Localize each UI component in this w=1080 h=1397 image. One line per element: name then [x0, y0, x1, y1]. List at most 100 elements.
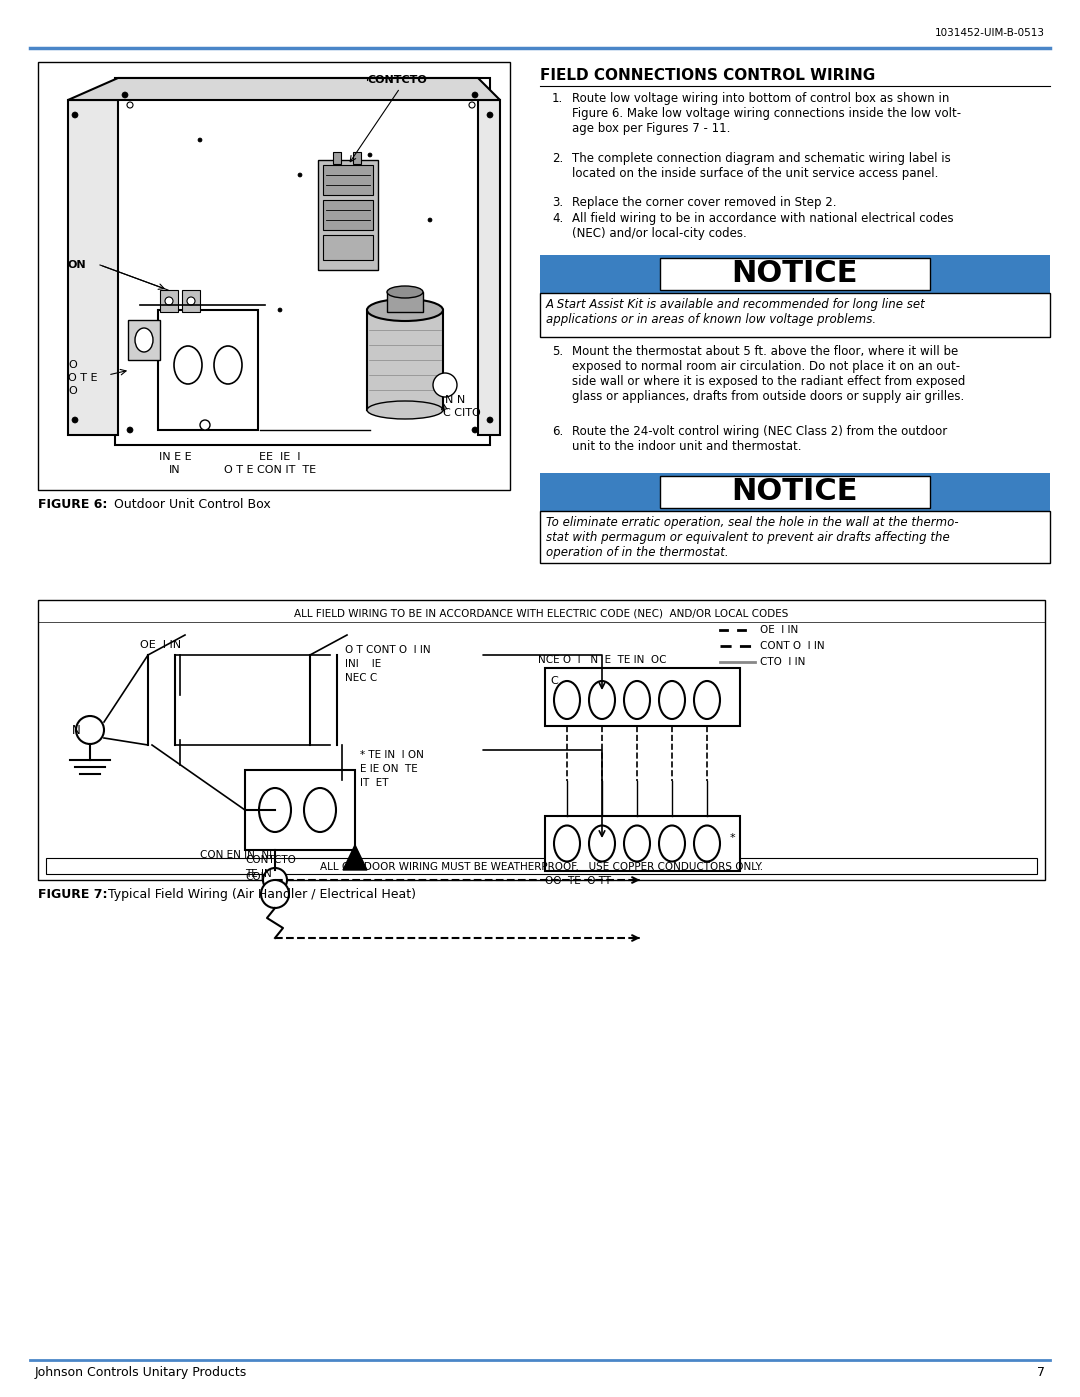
Text: O T CONT O  I IN: O T CONT O I IN: [345, 645, 431, 655]
Text: C CITO: C CITO: [443, 408, 481, 418]
Polygon shape: [68, 78, 500, 101]
Bar: [323, 165, 373, 196]
Circle shape: [487, 416, 492, 423]
Bar: [68, 101, 118, 434]
Bar: [660, 258, 930, 291]
Ellipse shape: [624, 680, 650, 719]
Text: ALL FIELD WIRING TO BE IN ACCORDANCE WITH ELECTRIC CODE (NEC)  AND/OR LOCAL CODE: ALL FIELD WIRING TO BE IN ACCORDANCE WIT…: [295, 608, 788, 617]
Circle shape: [469, 102, 475, 108]
Bar: [540, 511, 1050, 563]
Text: O T E CON IT  TE: O T E CON IT TE: [224, 465, 316, 475]
Bar: [129, 320, 160, 360]
Ellipse shape: [694, 826, 720, 862]
Bar: [46, 858, 1037, 875]
Text: ON: ON: [68, 260, 86, 270]
Circle shape: [122, 92, 129, 98]
Text: CONTCTO: CONTCTO: [245, 855, 296, 865]
Polygon shape: [343, 845, 367, 870]
Text: 5.: 5.: [552, 345, 563, 358]
Ellipse shape: [303, 788, 336, 833]
Text: O: O: [68, 360, 77, 370]
Text: FIGURE 7:: FIGURE 7:: [38, 888, 108, 901]
Bar: [540, 474, 1050, 511]
Bar: [183, 291, 200, 312]
Circle shape: [127, 427, 133, 433]
Bar: [545, 816, 740, 870]
Ellipse shape: [659, 826, 685, 862]
Bar: [478, 101, 500, 434]
Text: *: *: [729, 834, 734, 844]
Bar: [367, 310, 443, 409]
Ellipse shape: [554, 826, 580, 862]
Text: Mount the thermostat about 5 ft. above the floor, where it will be
exposed to no: Mount the thermostat about 5 ft. above t…: [572, 345, 966, 402]
Circle shape: [472, 92, 478, 98]
Circle shape: [198, 138, 202, 142]
Ellipse shape: [174, 346, 202, 384]
Text: CTO  I IN: CTO I IN: [760, 657, 806, 666]
Bar: [38, 61, 510, 490]
Ellipse shape: [367, 401, 443, 419]
Ellipse shape: [259, 788, 291, 833]
Circle shape: [127, 102, 133, 108]
Text: Outdoor Unit Control Box: Outdoor Unit Control Box: [106, 497, 271, 511]
Text: OE  I IN: OE I IN: [140, 640, 181, 650]
Text: CONT O  I IN: CONT O I IN: [760, 641, 825, 651]
Circle shape: [487, 112, 492, 117]
Text: Johnson Controls Unitary Products: Johnson Controls Unitary Products: [35, 1366, 247, 1379]
Circle shape: [261, 880, 289, 908]
Circle shape: [368, 154, 372, 156]
Text: COI: COI: [245, 872, 264, 882]
Ellipse shape: [694, 680, 720, 719]
Text: NCE O  I   N  E  TE IN  OC: NCE O I N E TE IN OC: [538, 655, 666, 665]
Text: A Start Assist Kit is available and recommended for long line set
applications o: A Start Assist Kit is available and reco…: [546, 298, 926, 326]
Bar: [545, 668, 740, 726]
Ellipse shape: [659, 680, 685, 719]
Bar: [387, 292, 423, 312]
Text: IN: IN: [170, 465, 180, 475]
Circle shape: [72, 112, 78, 117]
Text: TE IN: TE IN: [245, 869, 272, 879]
Text: IT  ET: IT ET: [360, 778, 389, 788]
Circle shape: [472, 427, 478, 433]
Bar: [353, 152, 361, 163]
Circle shape: [72, 416, 78, 423]
Bar: [160, 291, 178, 312]
Text: 6.: 6.: [552, 425, 564, 439]
Text: C: C: [550, 676, 557, 686]
Text: Replace the corner cover removed in Step 2.: Replace the corner cover removed in Step…: [572, 196, 837, 210]
Ellipse shape: [214, 346, 242, 384]
Text: Route low voltage wiring into bottom of control box as shown in
Figure 6. Make l: Route low voltage wiring into bottom of …: [572, 92, 961, 136]
Text: CON EN IN  NIT: CON EN IN NIT: [200, 849, 279, 861]
Circle shape: [200, 420, 210, 430]
Circle shape: [433, 373, 457, 397]
Ellipse shape: [367, 299, 443, 321]
Ellipse shape: [135, 328, 153, 352]
Text: IN E E: IN E E: [159, 453, 191, 462]
Bar: [660, 476, 930, 509]
Bar: [540, 256, 1050, 293]
Ellipse shape: [589, 680, 615, 719]
Bar: [323, 200, 373, 231]
Text: 4.: 4.: [552, 212, 564, 225]
Text: To eliminate erratic operation, seal the hole in the wall at the thermo-
stat wi: To eliminate erratic operation, seal the…: [546, 515, 959, 559]
Ellipse shape: [554, 680, 580, 719]
Text: FIELD CONNECTIONS CONTROL WIRING: FIELD CONNECTIONS CONTROL WIRING: [540, 68, 875, 82]
Text: N N: N N: [445, 395, 465, 405]
Text: 3.: 3.: [552, 196, 563, 210]
Bar: [245, 770, 355, 849]
Text: O T E: O T E: [68, 373, 97, 383]
Text: CONTCTO: CONTCTO: [367, 75, 427, 85]
Text: ALL OUTDOOR WIRING MUST BE WEATHERPROOF.   USE COPPER CONDUCTORS ONLY.: ALL OUTDOOR WIRING MUST BE WEATHERPROOF.…: [320, 862, 764, 872]
Bar: [540, 293, 1050, 337]
Text: FIGURE 6:: FIGURE 6:: [38, 497, 107, 511]
Bar: [323, 235, 373, 260]
Bar: [158, 310, 258, 430]
Text: All field wiring to be in accordance with national electrical codes
(NEC) and/or: All field wiring to be in accordance wit…: [572, 212, 954, 240]
Text: 2.: 2.: [552, 152, 564, 165]
Text: OO  TE  O TT: OO TE O TT: [545, 876, 611, 886]
Circle shape: [264, 868, 287, 893]
Text: 1.: 1.: [552, 92, 564, 105]
Circle shape: [298, 173, 302, 177]
Text: INI    IE: INI IE: [345, 659, 381, 669]
Text: NOTICE: NOTICE: [732, 260, 859, 289]
